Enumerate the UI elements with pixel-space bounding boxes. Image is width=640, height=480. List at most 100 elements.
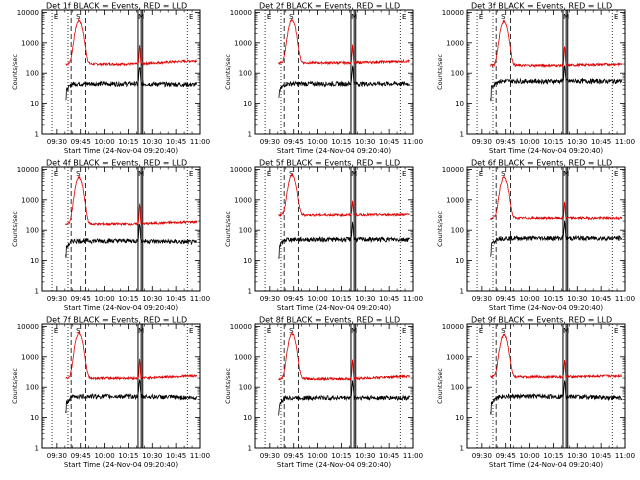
x-axis-label: Start Time (24-Nov-04 09:20:40): [489, 461, 603, 469]
panel-det-8: Det 8f BLACK = Events, RED = LLD 1 10 100 10…: [224, 316, 423, 470]
lld-series-line: [278, 172, 411, 218]
interval-label: E: [402, 170, 406, 178]
y-tick-label: 1000: [21, 196, 39, 204]
panel-title: Det 5f BLACK = Events, RED = LLD: [259, 159, 400, 168]
interval-label: S: [501, 170, 506, 178]
panel-det-5: Det 5f BLACK = Events, RED = LLD 1 10 100 10…: [224, 159, 423, 313]
y-tick-label: 1000: [234, 353, 252, 361]
lld-series-line: [65, 175, 198, 227]
y-tick-label: 10000: [230, 166, 252, 174]
y-tick-label: 10000: [442, 9, 464, 17]
panel-title: Det 4f BLACK = Events, RED = LLD: [46, 159, 187, 168]
x-tick-label: 10:15: [331, 138, 351, 146]
panel-det-7: Det 7f BLACK = Events, RED = LLD 1 10 100 10…: [11, 316, 210, 470]
x-tick-label: 09:30: [260, 138, 280, 146]
interval-label: E: [54, 170, 58, 178]
x-tick-label: 10:00: [307, 295, 327, 303]
y-axis-label: Counts/sec: [436, 211, 444, 247]
x-tick-label: 09:45: [71, 138, 91, 146]
lld-series-line: [65, 18, 197, 67]
events-series-line: [490, 65, 623, 102]
x-tick-label: 10:45: [379, 452, 399, 460]
interval-label: E: [267, 327, 271, 335]
x-tick-label: 11:00: [190, 138, 210, 146]
x-tick-label: 09:45: [284, 138, 304, 146]
y-tick-label: 100: [26, 70, 39, 78]
interval-label: E: [267, 170, 271, 178]
y-tick-label: 10000: [230, 9, 252, 17]
interval-label: M: [351, 327, 357, 335]
panel-det-3: Det 3f BLACK = Events, RED = LLD 1 10 100 10…: [436, 2, 635, 156]
x-tick-label: 11:00: [615, 138, 635, 146]
x-tick-label: 11:00: [615, 295, 635, 303]
events-series-line: [278, 380, 411, 416]
x-tick-label: 10:15: [331, 295, 351, 303]
y-tick-label: 1: [35, 131, 39, 139]
x-tick-label: 10:30: [567, 295, 587, 303]
interval-label: E: [614, 13, 618, 21]
x-tick-label: 10:30: [567, 138, 587, 146]
x-tick-label: 10:45: [166, 295, 186, 303]
y-tick-label: 1: [35, 288, 39, 296]
y-tick-label: 10000: [17, 166, 39, 174]
panel-title: Det 9f BLACK = Events, RED = LLD: [471, 316, 612, 325]
x-tick-label: 11:00: [190, 452, 210, 460]
panel-title: Det 6f BLACK = Events, RED = LLD: [471, 159, 612, 168]
events-series-line: [65, 223, 197, 258]
y-tick-label: 100: [239, 384, 252, 392]
plot-frame: [254, 323, 414, 449]
events-series-line: [278, 65, 411, 98]
interval-label: S: [289, 13, 294, 21]
y-tick-label: 10000: [230, 323, 252, 331]
y-tick-label: 100: [451, 384, 464, 392]
y-tick-label: 1: [248, 288, 252, 296]
x-tick-label: 09:30: [472, 138, 492, 146]
lld-series-line: [490, 333, 623, 380]
x-tick-label: 10:15: [118, 295, 138, 303]
y-tick-label: 1000: [446, 353, 464, 361]
x-tick-label: 09:45: [284, 295, 304, 303]
x-tick-label: 10:45: [166, 452, 186, 460]
interval-label: S: [501, 13, 506, 21]
y-tick-label: 100: [451, 70, 464, 78]
panel-det-4: Det 4f BLACK = Events, RED = LLD 1 10 100 10…: [11, 159, 210, 313]
panel-title: Det 1f BLACK = Events, RED = LLD: [46, 2, 187, 11]
y-tick-label: 1000: [446, 39, 464, 47]
x-tick-label: 09:45: [496, 452, 516, 460]
x-tick-label: 10:30: [142, 138, 162, 146]
interval-label: E: [189, 170, 193, 178]
y-axis-label: Counts/sec: [224, 211, 232, 247]
x-tick-label: 09:30: [47, 452, 67, 460]
x-tick-label: 09:30: [47, 295, 67, 303]
x-tick-label: 09:45: [496, 138, 516, 146]
x-tick-label: 09:45: [71, 452, 91, 460]
x-tick-label: 10:30: [567, 452, 587, 460]
interval-label: S: [501, 327, 506, 335]
x-tick-label: 11:00: [403, 295, 423, 303]
panel-det-9: Det 9f BLACK = Events, RED = LLD 1 10 100 10…: [436, 316, 635, 470]
x-tick-label: 10:45: [591, 138, 611, 146]
y-tick-label: 10: [455, 257, 464, 265]
x-axis-label: Start Time (24-Nov-04 09:20:40): [277, 304, 391, 312]
y-tick-label: 1000: [21, 353, 39, 361]
plot-frame: [466, 323, 626, 449]
y-tick-label: 100: [239, 70, 252, 78]
x-tick-label: 10:00: [94, 138, 114, 146]
x-tick-label: 10:45: [379, 295, 399, 303]
x-tick-label: 10:15: [543, 138, 563, 146]
interval-label: M: [563, 13, 569, 21]
y-tick-label: 1000: [234, 196, 252, 204]
y-tick-label: 1000: [21, 39, 39, 47]
x-tick-label: 10:30: [355, 138, 375, 146]
y-axis-label: Counts/sec: [11, 368, 19, 404]
x-tick-label: 09:45: [496, 295, 516, 303]
x-tick-label: 09:30: [260, 452, 280, 460]
panel-title: Det 7f BLACK = Events, RED = LLD: [46, 316, 187, 325]
lld-series-line: [278, 331, 410, 382]
interval-label: E: [267, 13, 271, 21]
y-tick-label: 1: [35, 445, 39, 453]
y-tick-label: 10000: [442, 323, 464, 331]
plot-frame: [466, 166, 626, 292]
x-tick-label: 09:45: [71, 295, 91, 303]
y-tick-label: 10000: [17, 9, 39, 17]
